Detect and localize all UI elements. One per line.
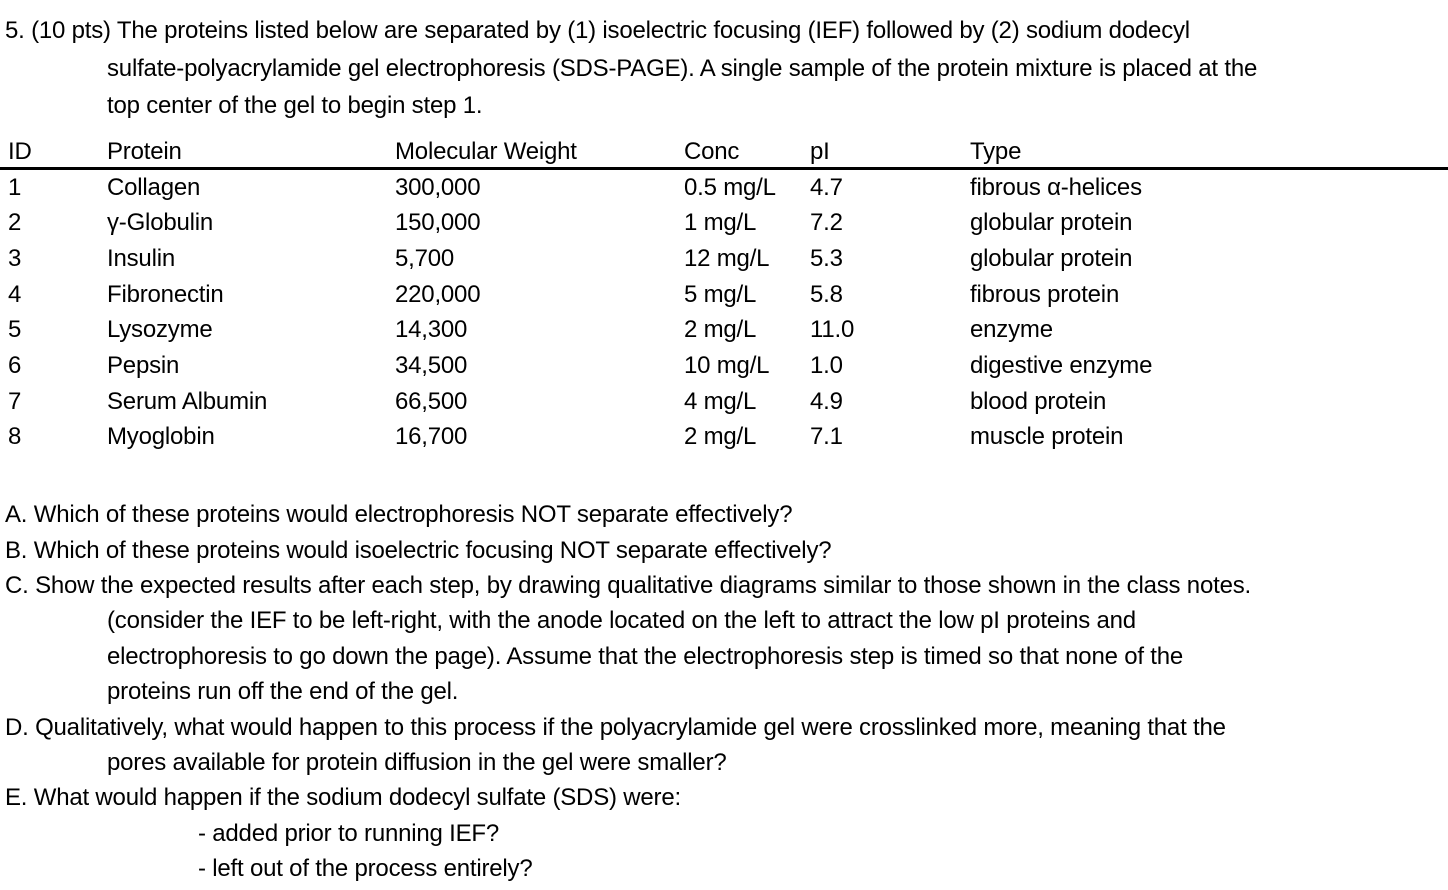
cell-pi: 5.8 xyxy=(810,280,843,308)
cell-pi: 7.2 xyxy=(810,209,843,237)
question-a: A. Which of these proteins would electro… xyxy=(5,501,793,529)
cell-type: globular protein xyxy=(970,244,1133,272)
cell-molecular-weight: 5,700 xyxy=(395,244,455,272)
problem-statement-line-1: 5. (10 pts) The proteins listed below ar… xyxy=(5,17,1190,44)
question-d: D. Qualitatively, what would happen to t… xyxy=(5,713,1226,741)
cell-id: 5 xyxy=(8,316,22,344)
cell-conc: 10 mg/L xyxy=(684,352,770,380)
cell-id: 1 xyxy=(8,173,22,201)
protein-table: ID Protein Molecular Weight Conc pI Type… xyxy=(0,137,1448,456)
cell-molecular-weight: 16,700 xyxy=(395,423,468,451)
cell-conc: 2 mg/L xyxy=(684,423,757,451)
cell-conc: 2 mg/L xyxy=(684,316,757,344)
cell-pi: 7.1 xyxy=(810,423,843,451)
cell-type: muscle protein xyxy=(970,423,1124,451)
cell-conc: 1 mg/L xyxy=(684,209,757,237)
cell-protein: Myoglobin xyxy=(107,423,215,451)
cell-id: 2 xyxy=(8,209,22,237)
table-header-protein: Protein xyxy=(107,137,182,165)
cell-molecular-weight: 220,000 xyxy=(395,280,481,308)
cell-conc: 4 mg/L xyxy=(684,387,757,415)
question-b: B. Which of these proteins would isoelec… xyxy=(5,536,832,564)
table-header-pi: pI xyxy=(810,137,830,165)
cell-type: globular protein xyxy=(970,209,1133,237)
cell-conc: 12 mg/L xyxy=(684,244,770,272)
question-c: C. Show the expected results after each … xyxy=(5,571,1251,599)
cell-id: 3 xyxy=(8,244,22,272)
table-header-rule xyxy=(0,166,1448,170)
problem-statement: 5. (10 pts) The proteins listed below ar… xyxy=(0,0,1448,125)
cell-protein: Lysozyme xyxy=(107,316,213,344)
cell-id: 4 xyxy=(8,280,22,308)
cell-molecular-weight: 66,500 xyxy=(395,387,468,415)
table-header-id: ID xyxy=(8,137,32,165)
question-e-item: - added prior to running IEF? xyxy=(198,819,500,847)
question-e-item: - left out of the process entirely? xyxy=(198,855,533,883)
cell-id: 8 xyxy=(8,423,22,451)
question-c-continuation: (consider the IEF to be left-right, with… xyxy=(107,607,1136,635)
cell-molecular-weight: 14,300 xyxy=(395,316,468,344)
table-row: 5 Lysozyme 14,300 2 mg/L 11.0 enzyme xyxy=(0,312,1448,348)
cell-type: fibrous protein xyxy=(970,280,1120,308)
cell-protein: Insulin xyxy=(107,244,175,272)
cell-type: digestive enzyme xyxy=(970,352,1153,380)
table-row: 1 Collagen 300,000 0.5 mg/L 4.7 fibrous … xyxy=(0,170,1448,206)
table-header-type: Type xyxy=(970,137,1022,165)
question-c-continuation: proteins run off the end of the gel. xyxy=(107,678,459,706)
cell-pi: 4.7 xyxy=(810,173,843,201)
cell-protein: Fibronectin xyxy=(107,280,224,308)
cell-molecular-weight: 150,000 xyxy=(395,209,481,237)
cell-type: fibrous α-helices xyxy=(970,173,1142,201)
problem-statement-line-3: top center of the gel to begin step 1. xyxy=(107,92,483,119)
cell-conc: 5 mg/L xyxy=(684,280,757,308)
cell-protein: Collagen xyxy=(107,173,201,201)
cell-type: blood protein xyxy=(970,387,1107,415)
question-e: E. What would happen if the sodium dodec… xyxy=(5,784,681,812)
table-row: 2 γ-Globulin 150,000 1 mg/L 7.2 globular… xyxy=(0,205,1448,241)
problem-statement-line-2: sulfate-polyacrylamide gel electrophores… xyxy=(107,54,1258,82)
cell-pi: 5.3 xyxy=(810,244,843,272)
cell-id: 7 xyxy=(8,387,22,415)
table-header-row: ID Protein Molecular Weight Conc pI Type xyxy=(0,137,1448,167)
table-row: 6 Pepsin 34,500 10 mg/L 1.0 digestive en… xyxy=(0,348,1448,384)
question-c-continuation: electrophoresis to go down the page). As… xyxy=(107,642,1184,670)
cell-pi: 1.0 xyxy=(810,352,843,380)
question-list: A. Which of these proteins would electro… xyxy=(5,497,1448,886)
table-header-molecular-weight: Molecular Weight xyxy=(395,137,577,165)
cell-id: 6 xyxy=(8,352,22,380)
question-d-continuation: pores available for protein diffusion in… xyxy=(107,748,727,776)
cell-molecular-weight: 300,000 xyxy=(395,173,481,201)
cell-protein: Pepsin xyxy=(107,352,180,380)
cell-protein: γ-Globulin xyxy=(107,209,214,237)
table-row: 7 Serum Albumin 66,500 4 mg/L 4.9 blood … xyxy=(0,384,1448,420)
cell-molecular-weight: 34,500 xyxy=(395,352,468,380)
table-row: 3 Insulin 5,700 12 mg/L 5.3 globular pro… xyxy=(0,241,1448,277)
cell-pi: 11.0 xyxy=(810,316,855,344)
table-row: 8 Myoglobin 16,700 2 mg/L 7.1 muscle pro… xyxy=(0,419,1448,455)
cell-type: enzyme xyxy=(970,316,1053,344)
cell-protein: Serum Albumin xyxy=(107,387,268,415)
table-row: 4 Fibronectin 220,000 5 mg/L 5.8 fibrous… xyxy=(0,277,1448,313)
cell-conc: 0.5 mg/L xyxy=(684,173,776,201)
table-header-conc: Conc xyxy=(684,137,740,165)
cell-pi: 4.9 xyxy=(810,387,843,415)
